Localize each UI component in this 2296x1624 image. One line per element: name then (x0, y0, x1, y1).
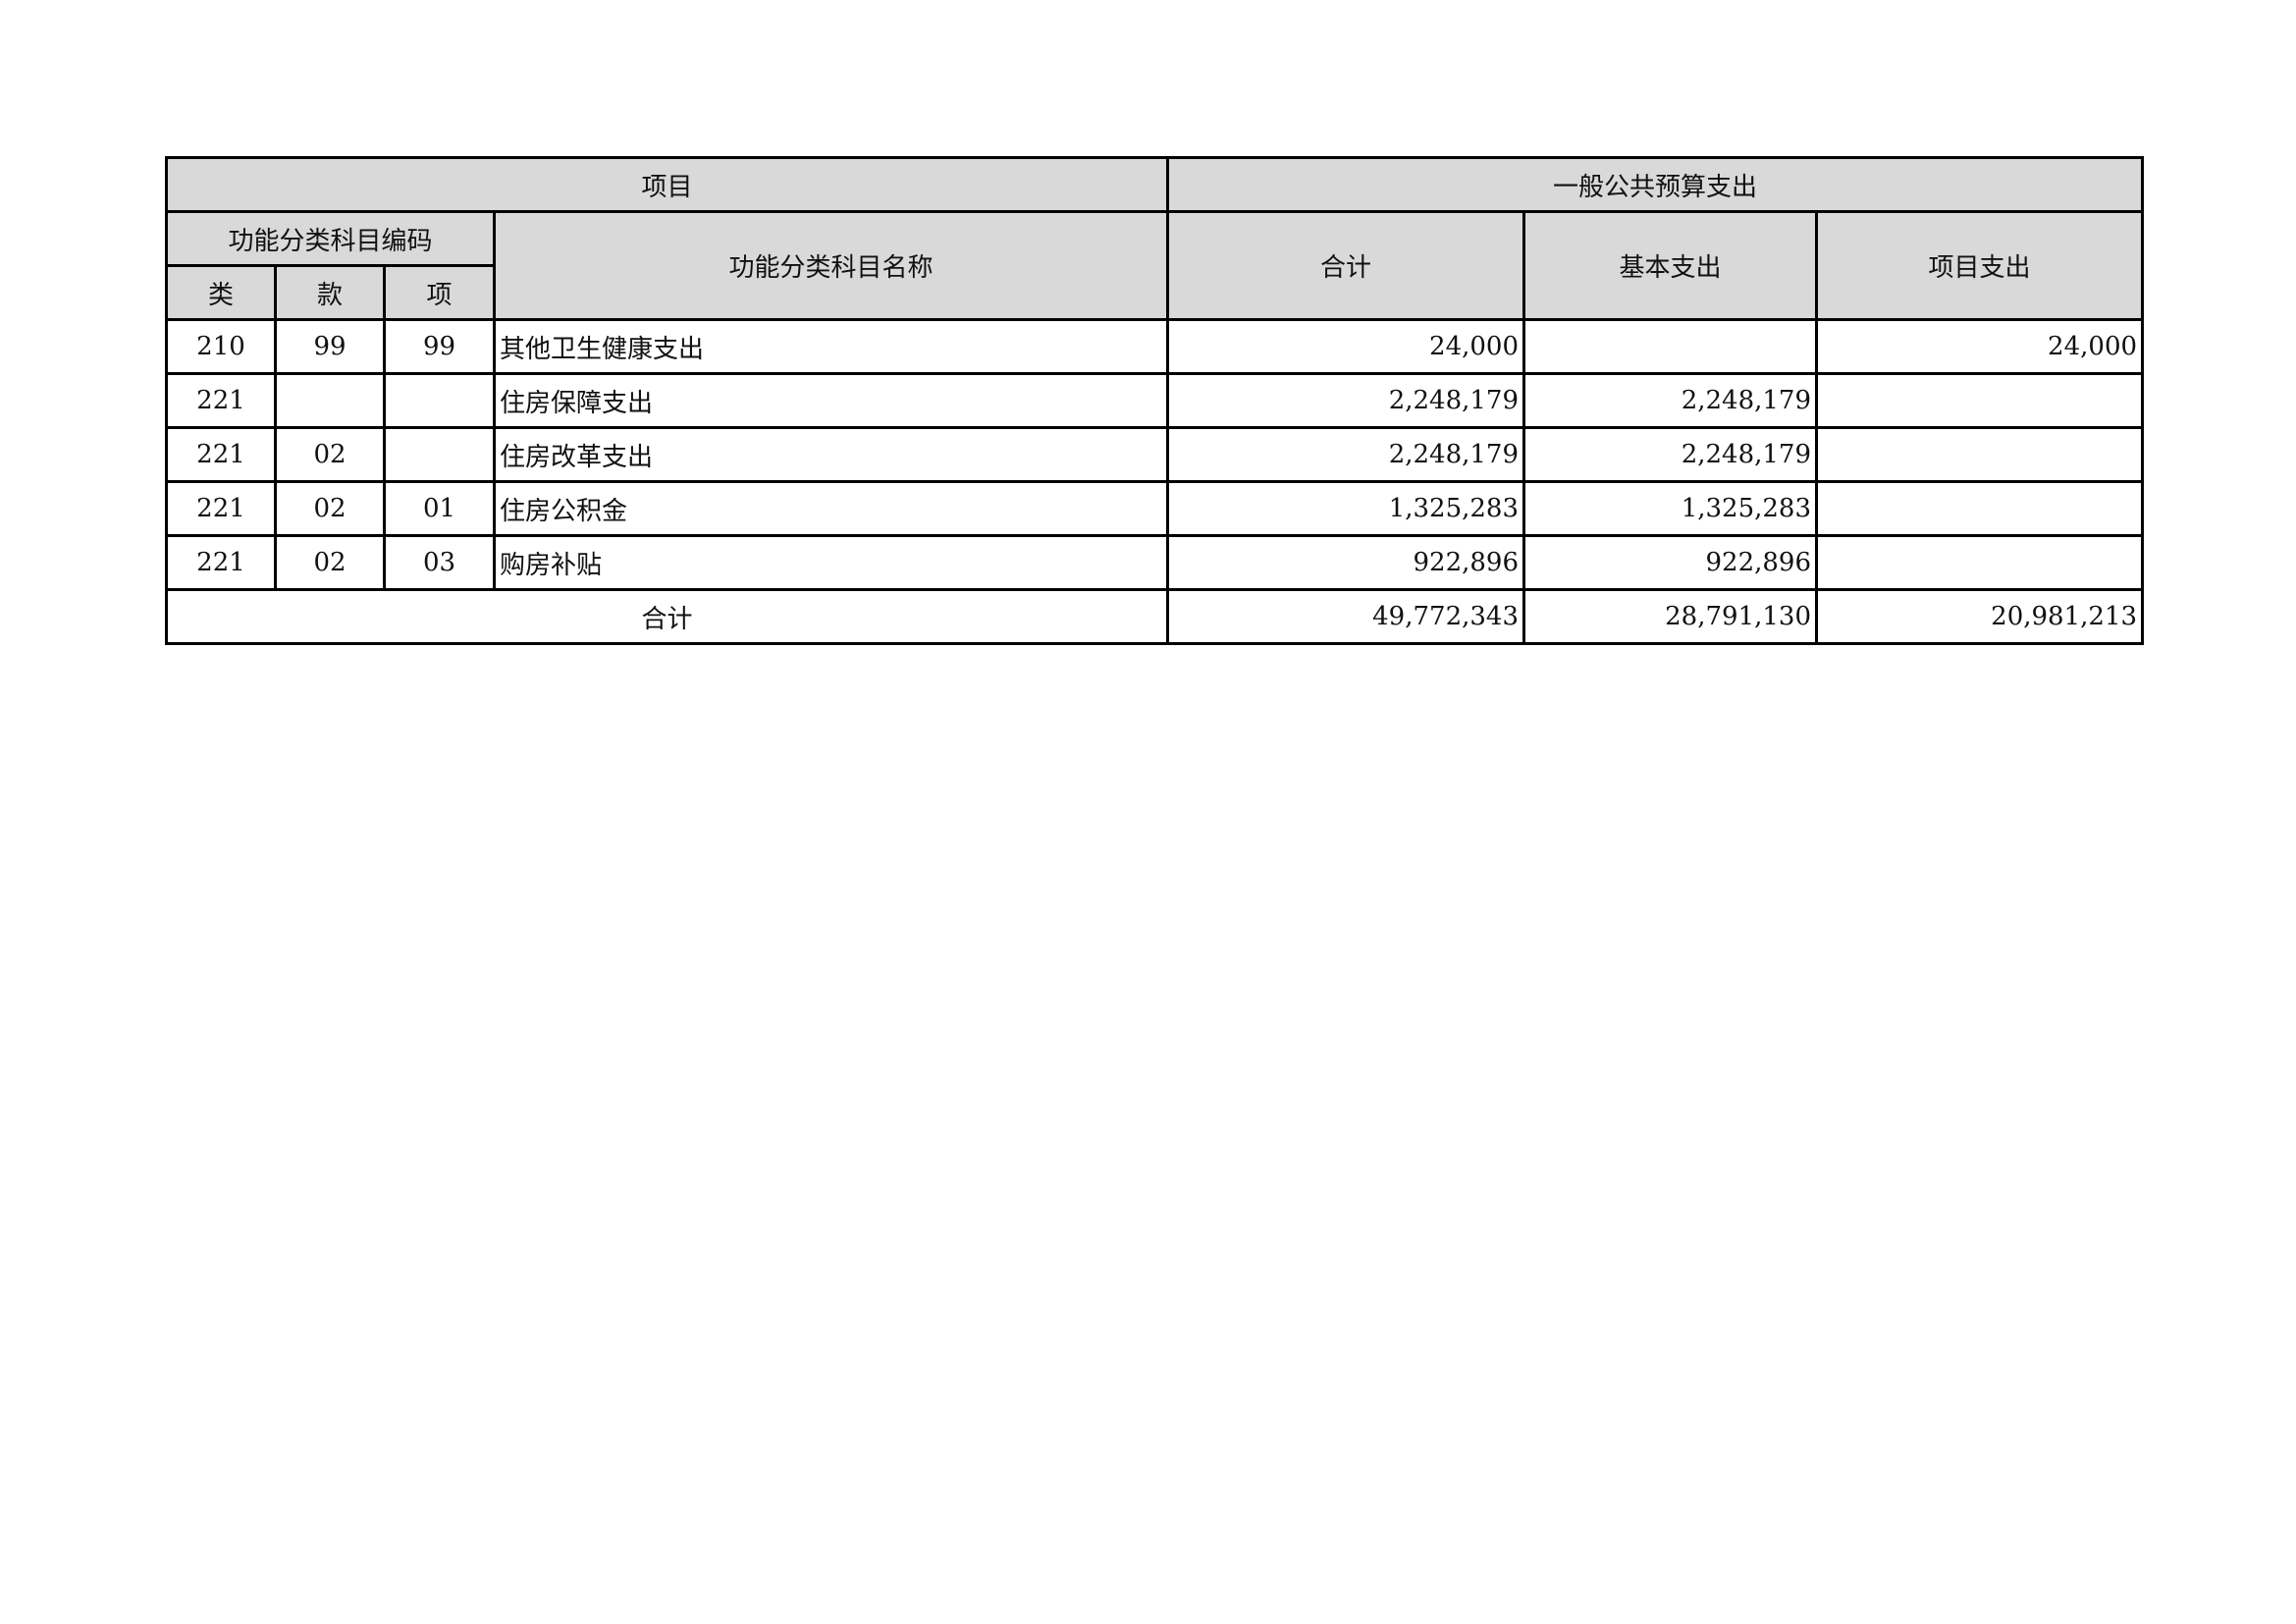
cell-total: 2,248,179 (1166, 372, 1526, 429)
cell-item: 99 (383, 318, 496, 375)
table-row: 221 02 住房改革支出 2,248,179 2,248,179 (165, 426, 2145, 483)
cell-basic (1522, 318, 1819, 375)
header-basic: 基本支出 (1522, 210, 1819, 321)
cell-name: 住房改革支出 (492, 426, 1170, 483)
header-section: 款 (274, 264, 386, 321)
cell-section: 99 (274, 318, 386, 375)
header-total: 合计 (1166, 210, 1526, 321)
cell-project (1815, 534, 2145, 591)
cell-item: 03 (383, 534, 496, 591)
cell-name: 住房公积金 (492, 480, 1170, 537)
cell-item (383, 372, 496, 429)
cell-section (274, 372, 386, 429)
header-code-group: 功能分类科目编码 (165, 210, 496, 267)
cell-basic: 922,896 (1522, 534, 1819, 591)
cell-project (1815, 426, 2145, 483)
cell-class: 221 (165, 372, 277, 429)
cell-class: 221 (165, 534, 277, 591)
cell-total: 24,000 (1166, 318, 1526, 375)
cell-total: 1,325,283 (1166, 480, 1526, 537)
header-budget: 一般公共预算支出 (1166, 156, 2145, 213)
cell-total: 922,896 (1166, 534, 1526, 591)
cell-item: 01 (383, 480, 496, 537)
total-sum: 49,772,343 (1166, 588, 1526, 645)
cell-project (1815, 372, 2145, 429)
cell-class: 221 (165, 426, 277, 483)
cell-project: 24,000 (1815, 318, 2145, 375)
header-project: 项目 (164, 156, 1170, 213)
header-item: 项 (383, 264, 496, 321)
cell-total: 2,248,179 (1166, 426, 1526, 483)
cell-basic: 2,248,179 (1522, 426, 1819, 483)
table-row: 210 99 99 其他卫生健康支出 24,000 24,000 (165, 318, 2145, 375)
cell-name: 住房保障支出 (492, 372, 1170, 429)
total-project: 20,981,213 (1815, 588, 2145, 645)
cell-basic: 2,248,179 (1522, 372, 1819, 429)
header-class: 类 (165, 264, 277, 321)
cell-section: 02 (274, 426, 386, 483)
cell-name: 购房补贴 (492, 534, 1170, 591)
total-label: 合计 (164, 588, 1170, 645)
table-row: 221 02 01 住房公积金 1,325,283 1,325,283 (165, 480, 2145, 537)
table-row: 221 住房保障支出 2,248,179 2,248,179 (165, 372, 2145, 429)
total-basic: 28,791,130 (1522, 588, 1819, 645)
cell-basic: 1,325,283 (1522, 480, 1819, 537)
cell-project (1815, 480, 2145, 537)
cell-item (383, 426, 496, 483)
cell-section: 02 (274, 480, 386, 537)
cell-class: 221 (165, 480, 277, 537)
header-project-exp: 项目支出 (1815, 210, 2145, 321)
header-name: 功能分类科目名称 (492, 210, 1170, 321)
total-row: 合计 49,772,343 28,791,130 20,981,213 (164, 588, 2145, 645)
cell-class: 210 (165, 318, 277, 375)
cell-name: 其他卫生健康支出 (492, 318, 1170, 375)
cell-section: 02 (274, 534, 386, 591)
table-row: 221 02 03 购房补贴 922,896 922,896 (165, 534, 2145, 591)
budget-table: 项目 一般公共预算支出 功能分类科目编码 功能分类科目名称 合计 基本支出 项目… (164, 156, 2145, 645)
